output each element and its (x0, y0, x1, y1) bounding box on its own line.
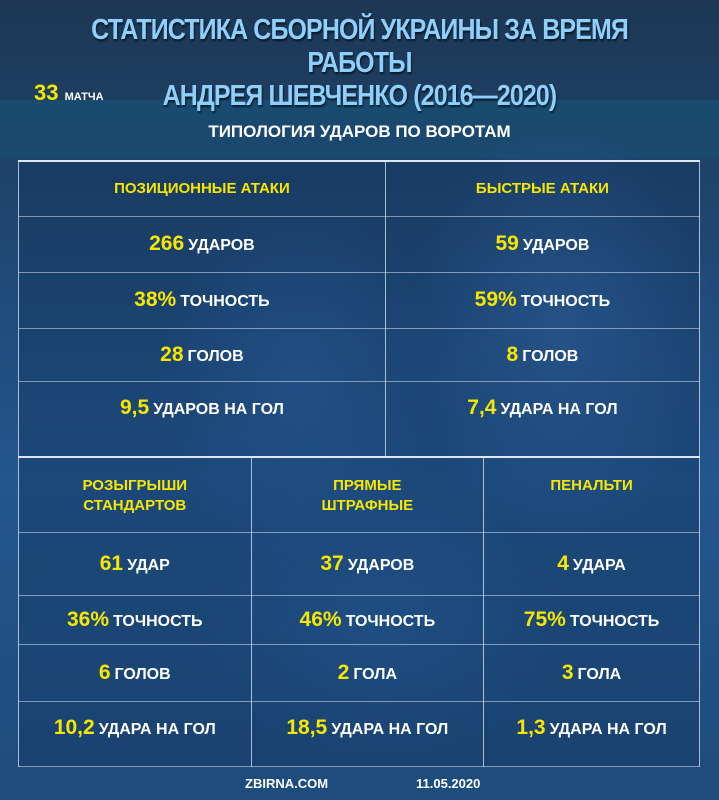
stat-value: 10,2 (53, 715, 95, 739)
subtitle: ТИПОЛОГИЯ УДАРОВ ПО ВОРОТАМ (208, 122, 511, 141)
subtitle-band (0, 120, 719, 158)
matches-band (0, 100, 719, 120)
stat-value: 37 (320, 551, 344, 575)
header-line: ПЕНАЛЬТИ (550, 477, 633, 494)
title-line: АНДРЕЯ ШЕВЧЕНКО (2016—2020) (162, 80, 558, 112)
stat-value: 75% (523, 607, 566, 631)
stat-cell: 18,5 УДАРА НА ГОЛ (250, 700, 485, 767)
stat-unit: ГОЛОВ (522, 347, 579, 365)
header-line: СТАНДАРТОВ (83, 497, 187, 514)
stat-cell: 37 УДАРОВ (250, 531, 485, 596)
stat-cell: 61 УДАР (18, 531, 252, 596)
stat-cell: 38% ТОЧНОСТЬ (18, 271, 386, 329)
stat-value: 7,4 (467, 395, 497, 419)
stat-value: 6 (98, 660, 111, 684)
header-line: ШТРАФНЫЕ (321, 497, 414, 514)
stat-cell: 6 ГОЛОВ (18, 643, 252, 702)
stat-unit: УДАРОВ НА ГОЛ (153, 400, 284, 418)
footer-date: 11.05.2020 (416, 776, 481, 791)
stat-unit: ТОЧНОСТЬ (180, 293, 270, 310)
stat-cell: 266 УДАРОВ (18, 215, 386, 273)
title-line: СТАТИСТИКА СБОРНОЙ УКРАИНЫ ЗА ВРЕМЯ РАБО… (91, 14, 629, 79)
stat-cell: 59 УДАРОВ (384, 215, 701, 273)
stat-value: 266 (149, 232, 185, 255)
stat-unit: УДАР (127, 556, 170, 574)
stat-cell: 36% ТОЧНОСТЬ (18, 594, 252, 645)
stat-value: 4 (557, 551, 569, 575)
column-header: ПРЯМЫЕ ШТРАФНЫЕ (250, 456, 485, 533)
stat-value: 2 (337, 660, 350, 684)
stat-cell: 59% ТОЧНОСТЬ (384, 271, 701, 329)
stat-unit: ТОЧНОСТЬ (113, 612, 203, 630)
stat-cell: 75% ТОЧНОСТЬ (483, 594, 700, 645)
stat-unit: УДАРОВ (522, 237, 590, 254)
stat-unit: ТОЧНОСТЬ (569, 612, 660, 630)
matches-label: МАТЧА (64, 91, 104, 103)
stat-unit: ГОЛОВ (187, 347, 244, 365)
stat-unit: УДАРОВ (188, 237, 255, 254)
column-header: БЫСТРЫЕ АТАКИ (384, 160, 701, 217)
column-header: ПОЗИЦИОННЫЕ АТАКИ (18, 160, 386, 217)
stat-value: 61 (99, 551, 124, 575)
stat-value: 3 (561, 660, 574, 684)
stat-cell: 4 УДАРА (483, 531, 700, 596)
top-stats-table: ПОЗИЦИОННЫЕ АТАКИ БЫСТРЫЕ АТАКИ 266 УДАРОВ 5… (18, 160, 701, 458)
stat-cell: 9,5 УДАРОВ НА ГОЛ (18, 380, 386, 458)
column-header: РОЗЫГРЫШИ СТАНДАРТОВ (18, 456, 252, 533)
stat-cell: 1,3 УДАРА НА ГОЛ (483, 700, 700, 767)
stat-value: 36% (67, 607, 110, 631)
stat-cell: 46% ТОЧНОСТЬ (250, 594, 485, 645)
stat-cell: 8 ГОЛОВ (384, 327, 701, 382)
stat-cell: 2 ГОЛА (250, 643, 485, 702)
stat-unit: ТОЧНОСТЬ (345, 612, 436, 630)
stat-value: 9,5 (119, 395, 150, 419)
stat-cell: 28 ГОЛОВ (18, 327, 386, 382)
stat-unit: ГОЛА (577, 665, 622, 683)
stat-unit: ГОЛОВ (114, 665, 171, 683)
stat-cell: 3 ГОЛА (483, 643, 700, 702)
stat-value: 59 (495, 232, 519, 255)
stat-value: 46% (299, 607, 342, 631)
stat-value: 8 (506, 342, 519, 366)
header-text: БЫСТРЫЕ АТАКИ (475, 179, 609, 197)
stat-value: 1,3 (516, 715, 546, 739)
stat-unit: УДАРА НА ГОЛ (331, 720, 449, 738)
stat-cell: 7,4 УДАРА НА ГОЛ (384, 380, 701, 458)
stat-unit: УДАРА (572, 556, 626, 574)
stat-value: 18,5 (286, 715, 328, 739)
matches-number: 33 (34, 80, 59, 105)
stat-cell: 10,2 УДАРА НА ГОЛ (18, 700, 252, 767)
stat-unit: УДАРА НА ГОЛ (549, 720, 667, 738)
stat-unit: УДАРОВ (347, 556, 415, 574)
stat-unit: ТОЧНОСТЬ (520, 293, 611, 310)
header-line: РОЗЫГРЫШИ (82, 477, 188, 494)
stat-unit: УДАРА НА ГОЛ (500, 400, 618, 418)
bottom-stats-table: РОЗЫГРЫШИ СТАНДАРТОВ ПРЯМЫЕ ШТРАФНЫЕ ПЕНАЛЬТ… (18, 456, 700, 767)
stat-unit: ГОЛА (353, 665, 397, 683)
header-line: ПРЯМЫЕ (333, 477, 402, 494)
header-text: ПОЗИЦИОННЫЕ АТАКИ (114, 179, 290, 197)
page-title: СТАТИСТИКА СБОРНОЙ УКРАИНЫ ЗА ВРЕМЯ РАБО… (50, 14, 668, 113)
footer-site: ZBIRNA.COM (245, 776, 329, 791)
stat-value: 38% (134, 288, 177, 311)
matches-count: 33 МАТЧА (34, 80, 104, 106)
stat-value: 28 (160, 342, 184, 366)
stat-unit: УДАРА НА ГОЛ (98, 720, 216, 738)
stat-value: 59% (474, 288, 517, 311)
column-header: ПЕНАЛЬТИ (483, 456, 700, 533)
